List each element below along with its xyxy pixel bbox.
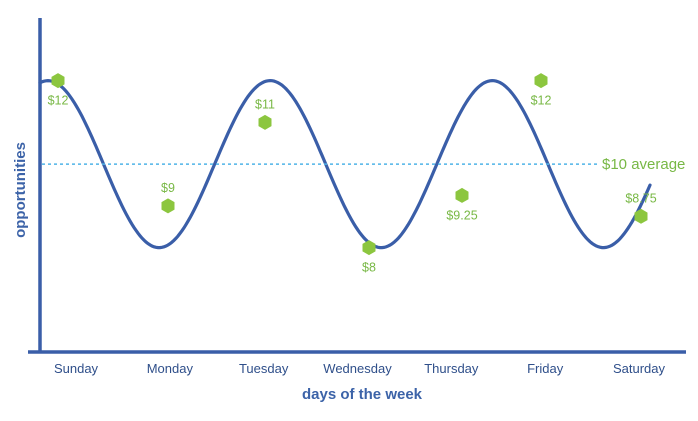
- trend-curve: [38, 78, 652, 250]
- x-tick-label: Monday: [147, 361, 194, 376]
- x-tick-label: Sunday: [54, 361, 99, 376]
- data-point: [161, 198, 175, 214]
- x-tick-label: Thursday: [424, 361, 479, 376]
- data-point: [51, 73, 65, 89]
- x-tick-label: Wednesday: [323, 361, 392, 376]
- x-tick-label: Friday: [527, 361, 564, 376]
- y-axis-title: opportunities: [12, 142, 29, 238]
- data-label: $8.75: [625, 191, 656, 205]
- x-tick-label: Saturday: [613, 361, 666, 376]
- data-label: $8: [362, 261, 376, 275]
- x-tick-label: Tuesday: [239, 361, 289, 376]
- x-axis-title: days of the week: [302, 386, 423, 403]
- data-point: [534, 73, 548, 89]
- data-label: $9: [161, 181, 175, 195]
- data-point: [634, 208, 648, 224]
- data-label: $12: [531, 94, 552, 108]
- data-point: [455, 187, 469, 203]
- average-label: $10 average: [602, 156, 685, 173]
- data-point: [362, 240, 376, 256]
- data-label: $12: [48, 94, 69, 108]
- data-label: $11: [255, 97, 275, 111]
- data-point: [258, 114, 272, 130]
- data-label: $9.25: [446, 208, 477, 222]
